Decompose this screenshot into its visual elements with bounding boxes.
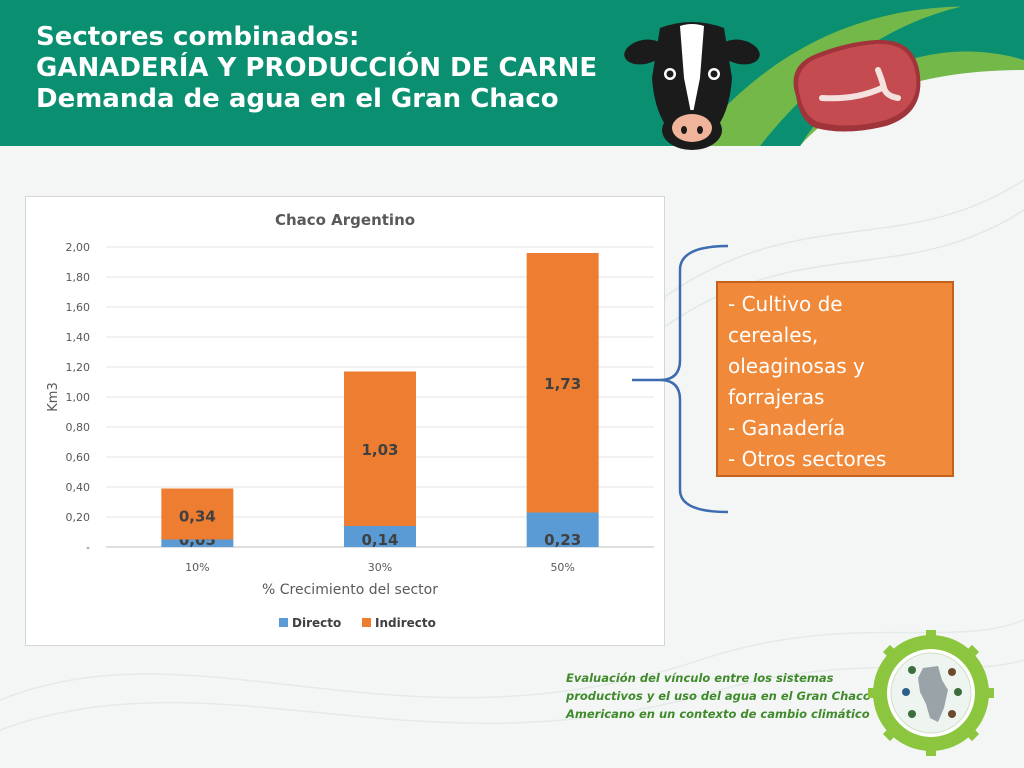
project-footer-text: Evaluación del vínculo entre los sistema…	[566, 669, 871, 723]
y-tick-label: 0,80	[66, 421, 91, 434]
y-tick-label: 0,60	[66, 451, 91, 464]
y-tick-label: 1,80	[66, 271, 91, 284]
chaco-map-badge-icon	[868, 630, 994, 756]
data-label: 1,73	[544, 375, 581, 393]
stacked-bar-chart: Chaco Argentino - 0,20 0,40 0,60 0,80 1,00 1,20…	[46, 211, 654, 630]
bar-indirecto-2	[526, 253, 599, 513]
legend-label: Directo	[292, 616, 341, 630]
data-label: 1,03	[361, 441, 398, 459]
y-tick-label: 0,40	[66, 481, 91, 494]
bar-indirecto-0	[161, 488, 234, 540]
bar-directo-1	[344, 526, 416, 547]
x-axis-label: % Crecimiento del sector	[262, 582, 438, 598]
bar-indirecto-1	[344, 371, 416, 526]
chart-panel: Chaco Argentino - 0,20 0,40 0,60 0,80 1,00 1,20…	[25, 196, 665, 646]
callout-line: forrajeras	[728, 385, 825, 409]
callout-line: - Otros sectores	[728, 447, 887, 471]
y-axis-label: Km3	[46, 382, 61, 411]
bar-directo-2	[526, 512, 599, 547]
y-tick-label: 1,60	[66, 301, 91, 314]
bg-wave-3	[0, 619, 1024, 701]
y-tick-label: 1,00	[66, 391, 91, 404]
y-tick-label: 0,20	[66, 511, 91, 524]
callout-line: cereales,	[728, 323, 819, 347]
callout-line: - Ganadería	[728, 416, 846, 440]
legend-label: Indirecto	[375, 616, 436, 630]
footer-line: productivos y el uso del agua en el Gran…	[566, 689, 871, 703]
page-title: Sectores combinados: GANADERÍA Y PRODUCC…	[36, 22, 597, 115]
data-label: 0,14	[361, 531, 398, 549]
footer-line: Americano en un contexto de cambio climá…	[566, 707, 870, 721]
sectors-callout-box: - Cultivo de cereales, oleaginosas y for…	[716, 281, 954, 477]
bar-directo-0	[161, 539, 234, 547]
y-tick-label: 1,40	[66, 331, 91, 344]
title-line-3: Demanda de agua en el Gran Chaco	[36, 84, 559, 114]
cow-head-icon	[624, 22, 760, 150]
x-tick-label: 50%	[550, 561, 574, 574]
y-tick-label: 2,00	[66, 241, 91, 254]
chart-title: Chaco Argentino	[275, 211, 415, 229]
x-tick-label: 30%	[368, 561, 392, 574]
steak-icon	[793, 39, 921, 132]
x-tick-label: 10%	[185, 561, 209, 574]
title-line-1: Sectores combinados:	[36, 22, 360, 52]
footer-line: Evaluación del vínculo entre los sistema…	[566, 671, 834, 685]
callout-line: - Cultivo de	[728, 292, 843, 316]
data-label: 0,23	[544, 531, 581, 549]
callout-line: oleaginosas y	[728, 354, 865, 378]
y-tick-label: -	[86, 541, 90, 554]
data-label: 0,34	[179, 508, 216, 526]
legend-swatch	[279, 618, 288, 627]
title-line-2: GANADERÍA Y PRODUCCIÓN DE CARNE	[36, 53, 598, 83]
y-tick-label: 1,20	[66, 361, 91, 374]
legend-swatch	[362, 618, 371, 627]
